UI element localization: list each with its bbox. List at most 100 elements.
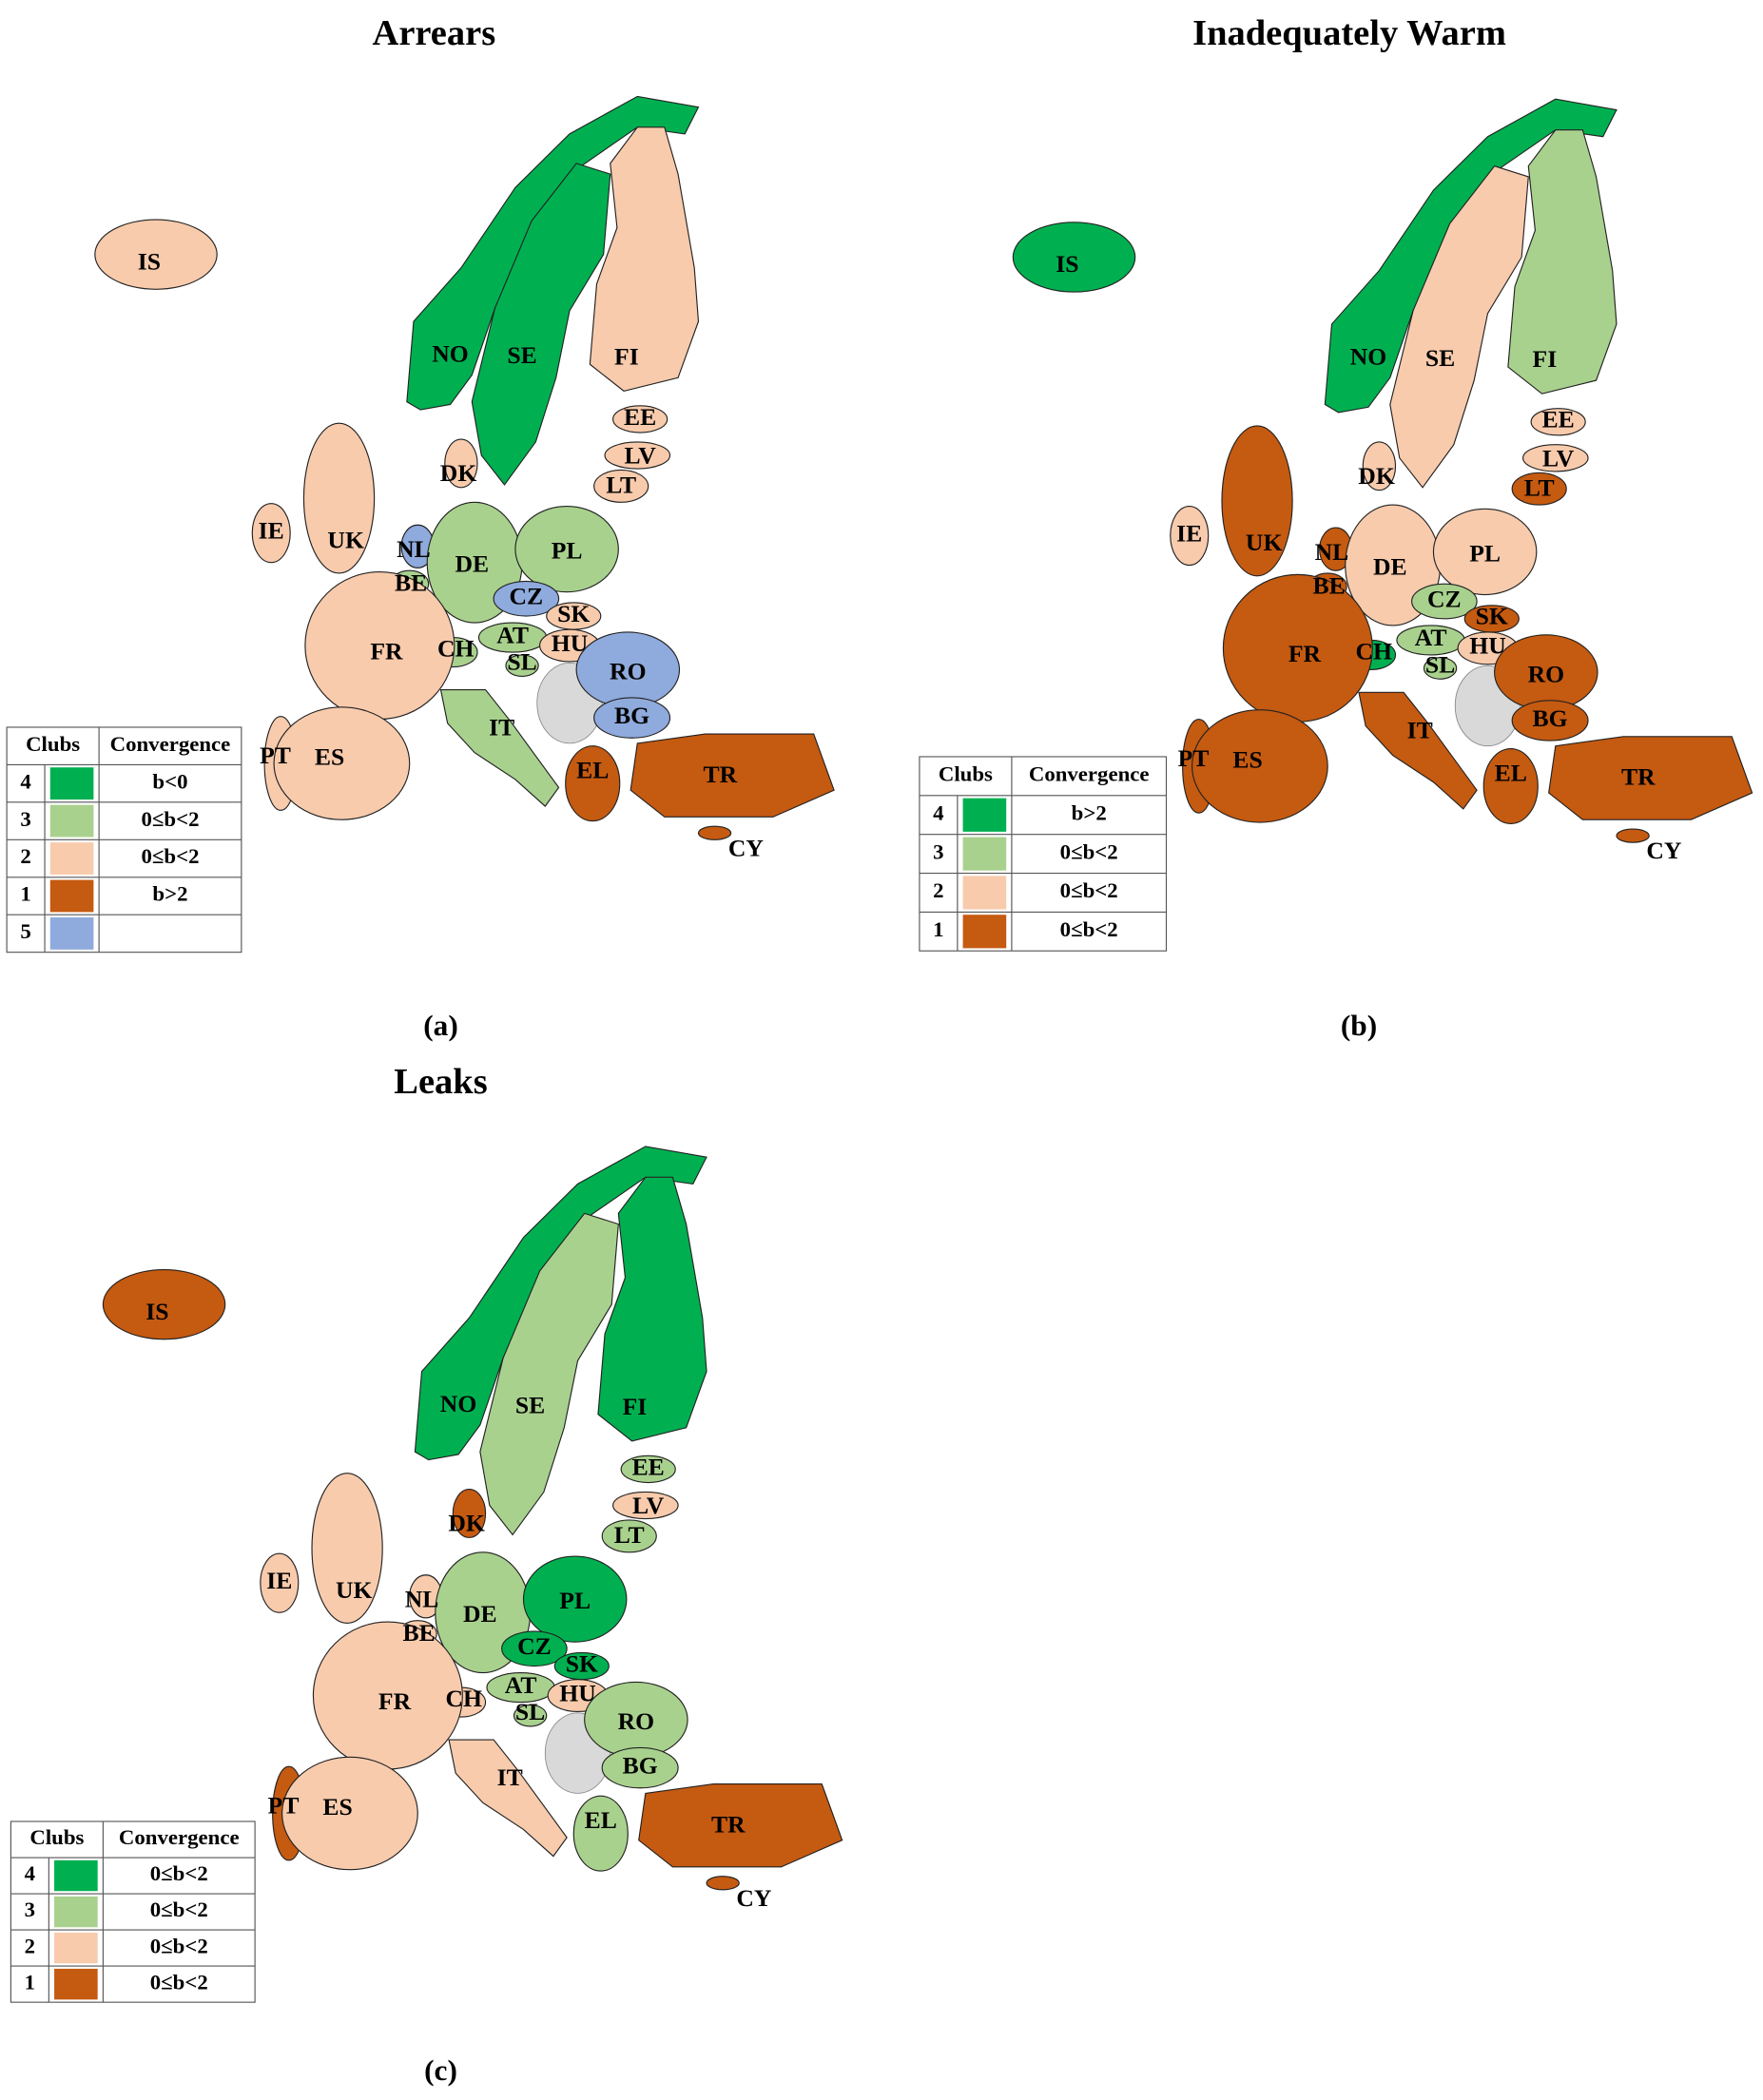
legend-club: 4 <box>20 769 30 793</box>
legend-club: 3 <box>25 1898 35 1921</box>
country-label: RO <box>618 1707 654 1735</box>
country-label: FI <box>623 1393 648 1420</box>
country-label: IE <box>1176 519 1202 547</box>
country-label: PL <box>1469 540 1501 568</box>
country-label: EE <box>1542 406 1575 433</box>
country-shape <box>1191 709 1328 823</box>
country-shape <box>706 1876 740 1891</box>
country-shape <box>1482 747 1539 824</box>
legend-club: 1 <box>933 917 943 941</box>
country-label: FR <box>370 637 403 665</box>
legend-box <box>919 756 1168 952</box>
country-label: UK <box>1246 529 1283 556</box>
country-label: CY <box>728 835 764 862</box>
legend-swatch <box>49 879 94 913</box>
legend-convergence: b<0 <box>152 769 187 793</box>
country-label: DE <box>1373 553 1407 581</box>
panel-title: Leaks <box>394 1062 487 1102</box>
country-shape <box>589 126 700 392</box>
country-label: ES <box>322 1793 352 1821</box>
country-shape <box>572 1795 629 1872</box>
country-label: BE <box>395 569 427 597</box>
country-shape <box>448 1739 568 1858</box>
country-label: EL <box>576 757 609 784</box>
country-shape <box>94 219 218 290</box>
country-shape <box>601 1746 679 1789</box>
country-label: SK <box>566 1650 598 1678</box>
country-label: PT <box>268 1792 300 1820</box>
legend-swatch <box>962 837 1007 871</box>
country-shape <box>1522 444 1589 472</box>
panel-title: Arrears <box>373 13 496 53</box>
country-label: IT <box>1407 717 1433 744</box>
country-shape <box>302 422 376 574</box>
legend-swatch <box>54 1968 98 2000</box>
country-shape <box>260 1552 300 1613</box>
country-label: IS <box>145 1298 168 1325</box>
country-label: UK <box>336 1576 373 1604</box>
country-label: IT <box>497 1763 523 1791</box>
country-label: LT <box>606 472 636 499</box>
country-label: FI <box>1533 345 1558 373</box>
country-label: BE <box>403 1619 436 1647</box>
country-label: IT <box>489 714 514 742</box>
legend-club: 1 <box>20 882 30 906</box>
country-label: EL <box>1495 760 1527 787</box>
country-label: CZ <box>517 1632 552 1660</box>
country-label: IS <box>138 247 161 275</box>
legend-swatch <box>54 1896 98 1928</box>
country-shape <box>439 688 560 807</box>
legend-header: Clubs <box>939 762 993 786</box>
country-shape <box>514 505 619 593</box>
country-shape <box>1507 129 1618 395</box>
country-label: BG <box>1533 704 1568 732</box>
country-label: FI <box>614 343 639 371</box>
country-label: FR <box>1288 640 1322 667</box>
country-shape <box>593 697 671 739</box>
country-shape <box>1411 583 1478 620</box>
legend-swatch <box>49 842 94 875</box>
legend-swatch <box>962 876 1007 910</box>
country-label: UK <box>327 527 364 554</box>
country-label: DK <box>440 459 477 487</box>
legend-swatch <box>54 1859 98 1892</box>
country-label: DE <box>463 1600 497 1628</box>
legend-swatch <box>962 798 1007 832</box>
country-label: TR <box>1621 763 1656 791</box>
country-shape <box>501 1630 568 1667</box>
legend-convergence: 0≤b<2 <box>141 844 199 868</box>
country-shape <box>1530 408 1586 436</box>
country-shape <box>1423 657 1458 680</box>
legend-convergence: 0≤b<2 <box>1060 917 1118 941</box>
country-label: AT <box>1415 624 1447 651</box>
country-label: NO <box>440 1390 476 1417</box>
country-shape <box>505 654 539 678</box>
country-label: NO <box>432 340 468 368</box>
country-label: DK <box>1358 462 1395 490</box>
country-shape <box>311 1473 383 1625</box>
legend-convergence: b>2 <box>1072 801 1107 825</box>
country-shape <box>1012 222 1136 293</box>
country-label: LT <box>1524 474 1555 502</box>
country-label: NL <box>405 1586 439 1613</box>
country-label: SL <box>507 648 536 676</box>
country-label: CY <box>736 1884 771 1912</box>
country-shape <box>513 1704 548 1727</box>
country-label: EE <box>624 403 656 431</box>
country-shape <box>522 1555 628 1643</box>
country-label: SL <box>1425 651 1455 679</box>
country-shape <box>1358 691 1478 810</box>
country-shape <box>281 1756 418 1871</box>
country-label: LV <box>1542 445 1575 472</box>
country-shape <box>479 1212 619 1536</box>
legend-swatch <box>49 804 94 838</box>
country-shape <box>1389 165 1529 489</box>
legend-convergence: 0≤b<2 <box>1060 839 1118 863</box>
country-label: EL <box>585 1806 617 1834</box>
country-shape <box>612 1491 679 1520</box>
country-label: CZ <box>510 583 544 610</box>
country-label: DK <box>448 1510 485 1537</box>
legend-header: Convergence <box>110 732 231 756</box>
country-shape <box>630 733 835 818</box>
country-label: TR <box>711 1811 746 1839</box>
